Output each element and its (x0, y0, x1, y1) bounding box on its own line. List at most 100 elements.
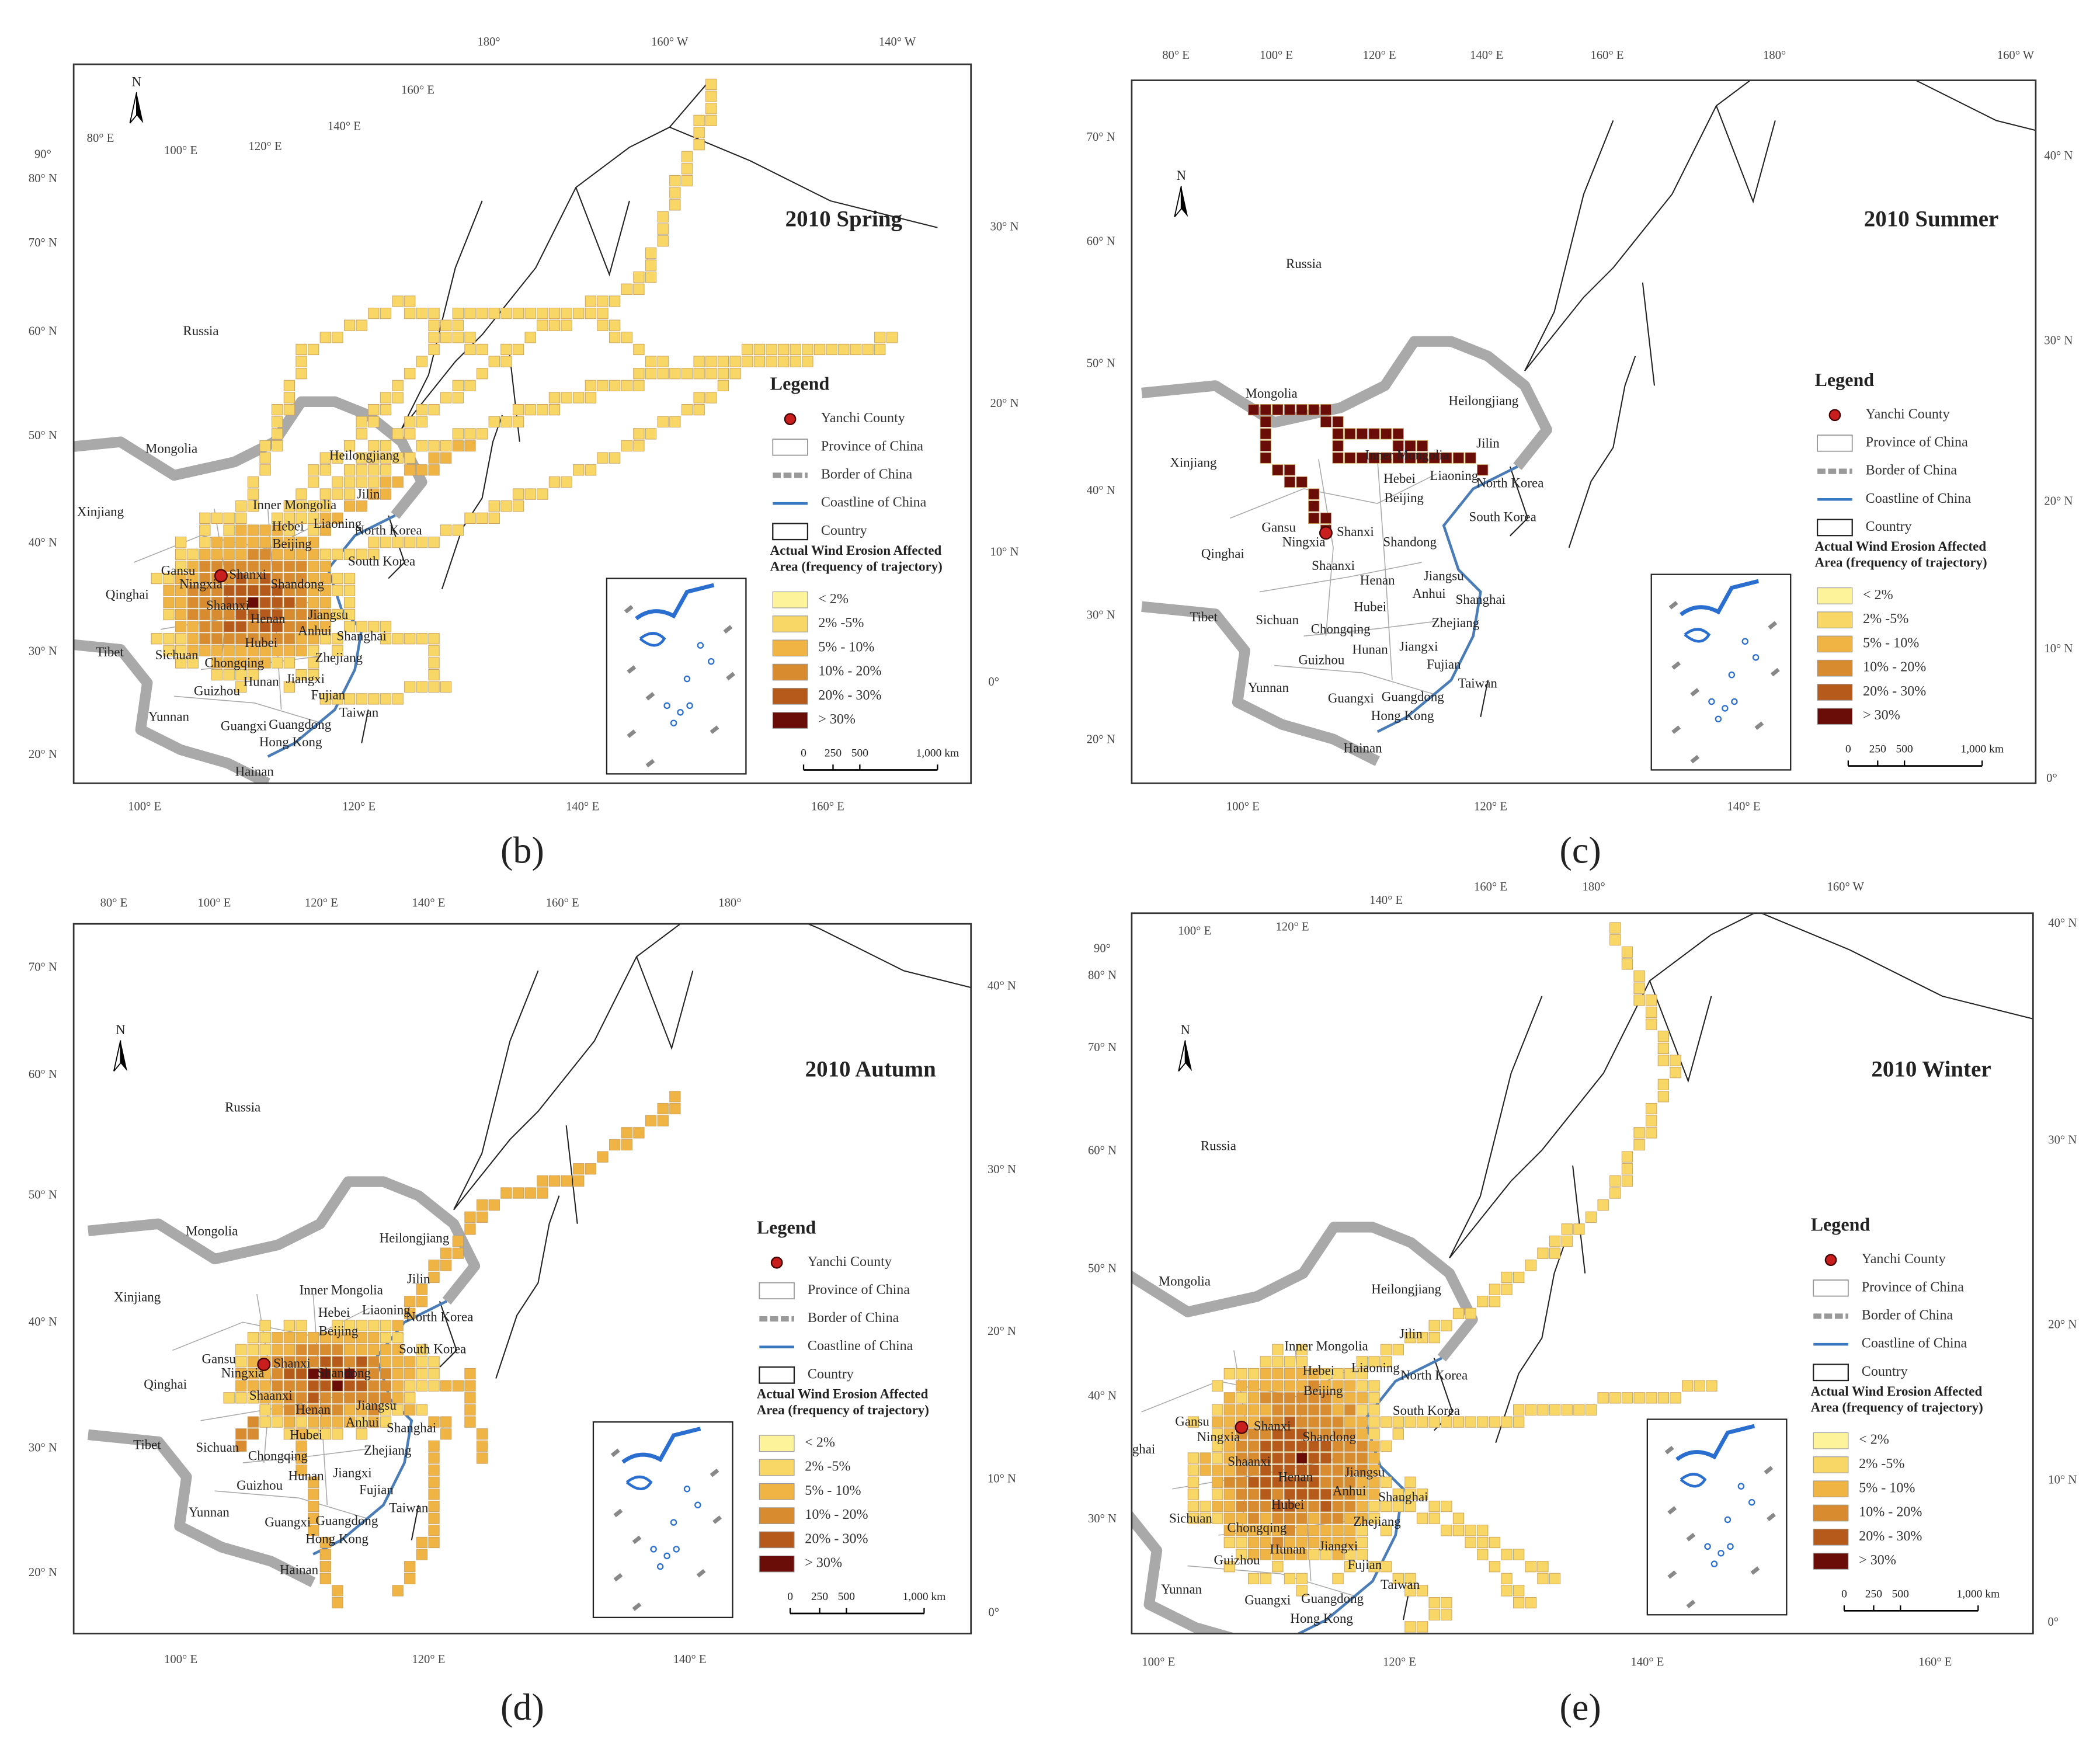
trajectory-cell (585, 464, 597, 476)
place-name: Beijing (272, 536, 312, 551)
trajectory-cell (1561, 1404, 1573, 1416)
inset-coast (635, 583, 715, 621)
trajectory-cell (1247, 1573, 1260, 1585)
trajectory-cell (464, 1368, 476, 1380)
trajectory-cell (235, 645, 247, 657)
coordinate-label: 60° N (29, 1068, 57, 1081)
coordinate-label: 100° E (1142, 1656, 1175, 1669)
trajectory-cell (440, 392, 452, 404)
trajectory-cell (693, 127, 705, 138)
trajectory-cell (295, 1440, 307, 1452)
trajectory-cell (332, 1392, 343, 1404)
trajectory-cell (1260, 416, 1271, 427)
trajectory-cell (645, 247, 657, 259)
trajectory-cell (272, 440, 283, 452)
trajectory-cell (404, 295, 416, 307)
trajectory-cell (440, 524, 452, 536)
trajectory-cell (428, 440, 440, 452)
place-name: Shanxi (1337, 524, 1374, 539)
trajectory-cell (585, 392, 597, 404)
legend-class: 10% - 20% (805, 1507, 868, 1522)
inset-island (1752, 654, 1760, 661)
trajectory-cell (621, 380, 632, 391)
place-name: South Korea (1393, 1403, 1460, 1418)
trajectory-cell (332, 645, 343, 657)
map-panel: RussiaMongoliaXinjiangQinghaiTibetGansuN… (1088, 881, 2077, 1728)
trajectory-cell (223, 524, 235, 536)
trajectory-cell (1609, 922, 1621, 934)
trajectory-cell (223, 669, 235, 681)
trajectory-cell (548, 476, 561, 488)
trajectory-cell (416, 416, 428, 427)
trajectory-cell (729, 368, 741, 380)
legend-class: 20% - 30% (818, 688, 881, 703)
trajectory-cell (1368, 1404, 1380, 1416)
trajectory-cell (1344, 1500, 1356, 1512)
trajectory-cell (247, 597, 259, 608)
trajectory-cell (1284, 1573, 1296, 1585)
china-border (74, 639, 270, 784)
trajectory-cell (272, 1368, 283, 1380)
trajectory-cell (199, 572, 211, 585)
legend-swatch (1817, 587, 1853, 604)
trajectory-cell (645, 428, 657, 440)
scale-label: 500 (838, 1591, 855, 1603)
trajectory-cell (452, 428, 464, 440)
trajectory-cell (247, 657, 259, 669)
trajectory-cell (187, 657, 199, 669)
trajectory-cell (199, 524, 211, 536)
place-name: Hubei (1354, 599, 1386, 614)
trajectory-cell (428, 1536, 440, 1549)
coordinate-label: 70° N (1087, 131, 1115, 144)
trajectory-cell (693, 356, 705, 367)
trajectory-cell (1308, 1488, 1320, 1500)
legend-class: 5% - 10% (1859, 1480, 1915, 1495)
trajectory-cell (272, 512, 283, 524)
inset-island (1710, 1560, 1718, 1567)
trajectory-cell (356, 548, 367, 560)
scale-label: 250 (1865, 1588, 1882, 1600)
trajectory-cell (392, 1356, 404, 1368)
trajectory-cell (175, 561, 187, 572)
inset-island (1708, 698, 1715, 705)
trajectory-cell (247, 537, 259, 548)
trajectory-cell (295, 1368, 307, 1380)
trajectory-cell (175, 572, 187, 585)
trajectory-cell (392, 392, 404, 404)
trajectory-cell (1561, 1223, 1573, 1235)
trajectory-cell (1585, 1211, 1597, 1223)
trajectory-cell (392, 476, 404, 488)
trajectory-cell (319, 524, 331, 536)
trajectory-cell (416, 464, 428, 476)
trajectory-cell (247, 548, 259, 560)
trajectory-cell (343, 1320, 356, 1331)
trajectory-cell (1272, 1404, 1284, 1416)
yanchi-county (1319, 526, 1333, 540)
trajectory-cell (1284, 1549, 1296, 1560)
place-name: Hebei (272, 519, 304, 534)
coordinate-label: 10° N (990, 546, 1019, 559)
place-name: Zhejiang (364, 1443, 412, 1458)
trajectory-cell (308, 645, 319, 657)
trajectory-cell (1284, 1416, 1296, 1428)
inset-border (712, 1515, 722, 1524)
trajectory-cell (717, 380, 729, 391)
inset-island (708, 658, 715, 665)
trajectory-cell (235, 608, 247, 621)
inset-border (624, 605, 634, 614)
trajectory-cell (1368, 1561, 1380, 1573)
inset-border (1690, 754, 1700, 764)
trajectory-cell (1272, 1465, 1284, 1476)
trajectory-cell (332, 1416, 343, 1428)
place-name: Jiangxi (1319, 1539, 1358, 1553)
coordinate-label: 140° W (879, 36, 916, 48)
trajectory-cell (283, 1416, 295, 1428)
trajectory-cell (1187, 1452, 1199, 1464)
coordinate-label: 20° N (990, 397, 1019, 410)
trajectory-cell (308, 572, 319, 585)
trajectory-cell (1260, 1392, 1271, 1404)
trajectory-cell (223, 548, 235, 560)
trajectory-cell (1236, 1465, 1247, 1476)
trajectory-cell (1260, 1500, 1271, 1512)
trajectory-cell (1501, 1573, 1513, 1585)
